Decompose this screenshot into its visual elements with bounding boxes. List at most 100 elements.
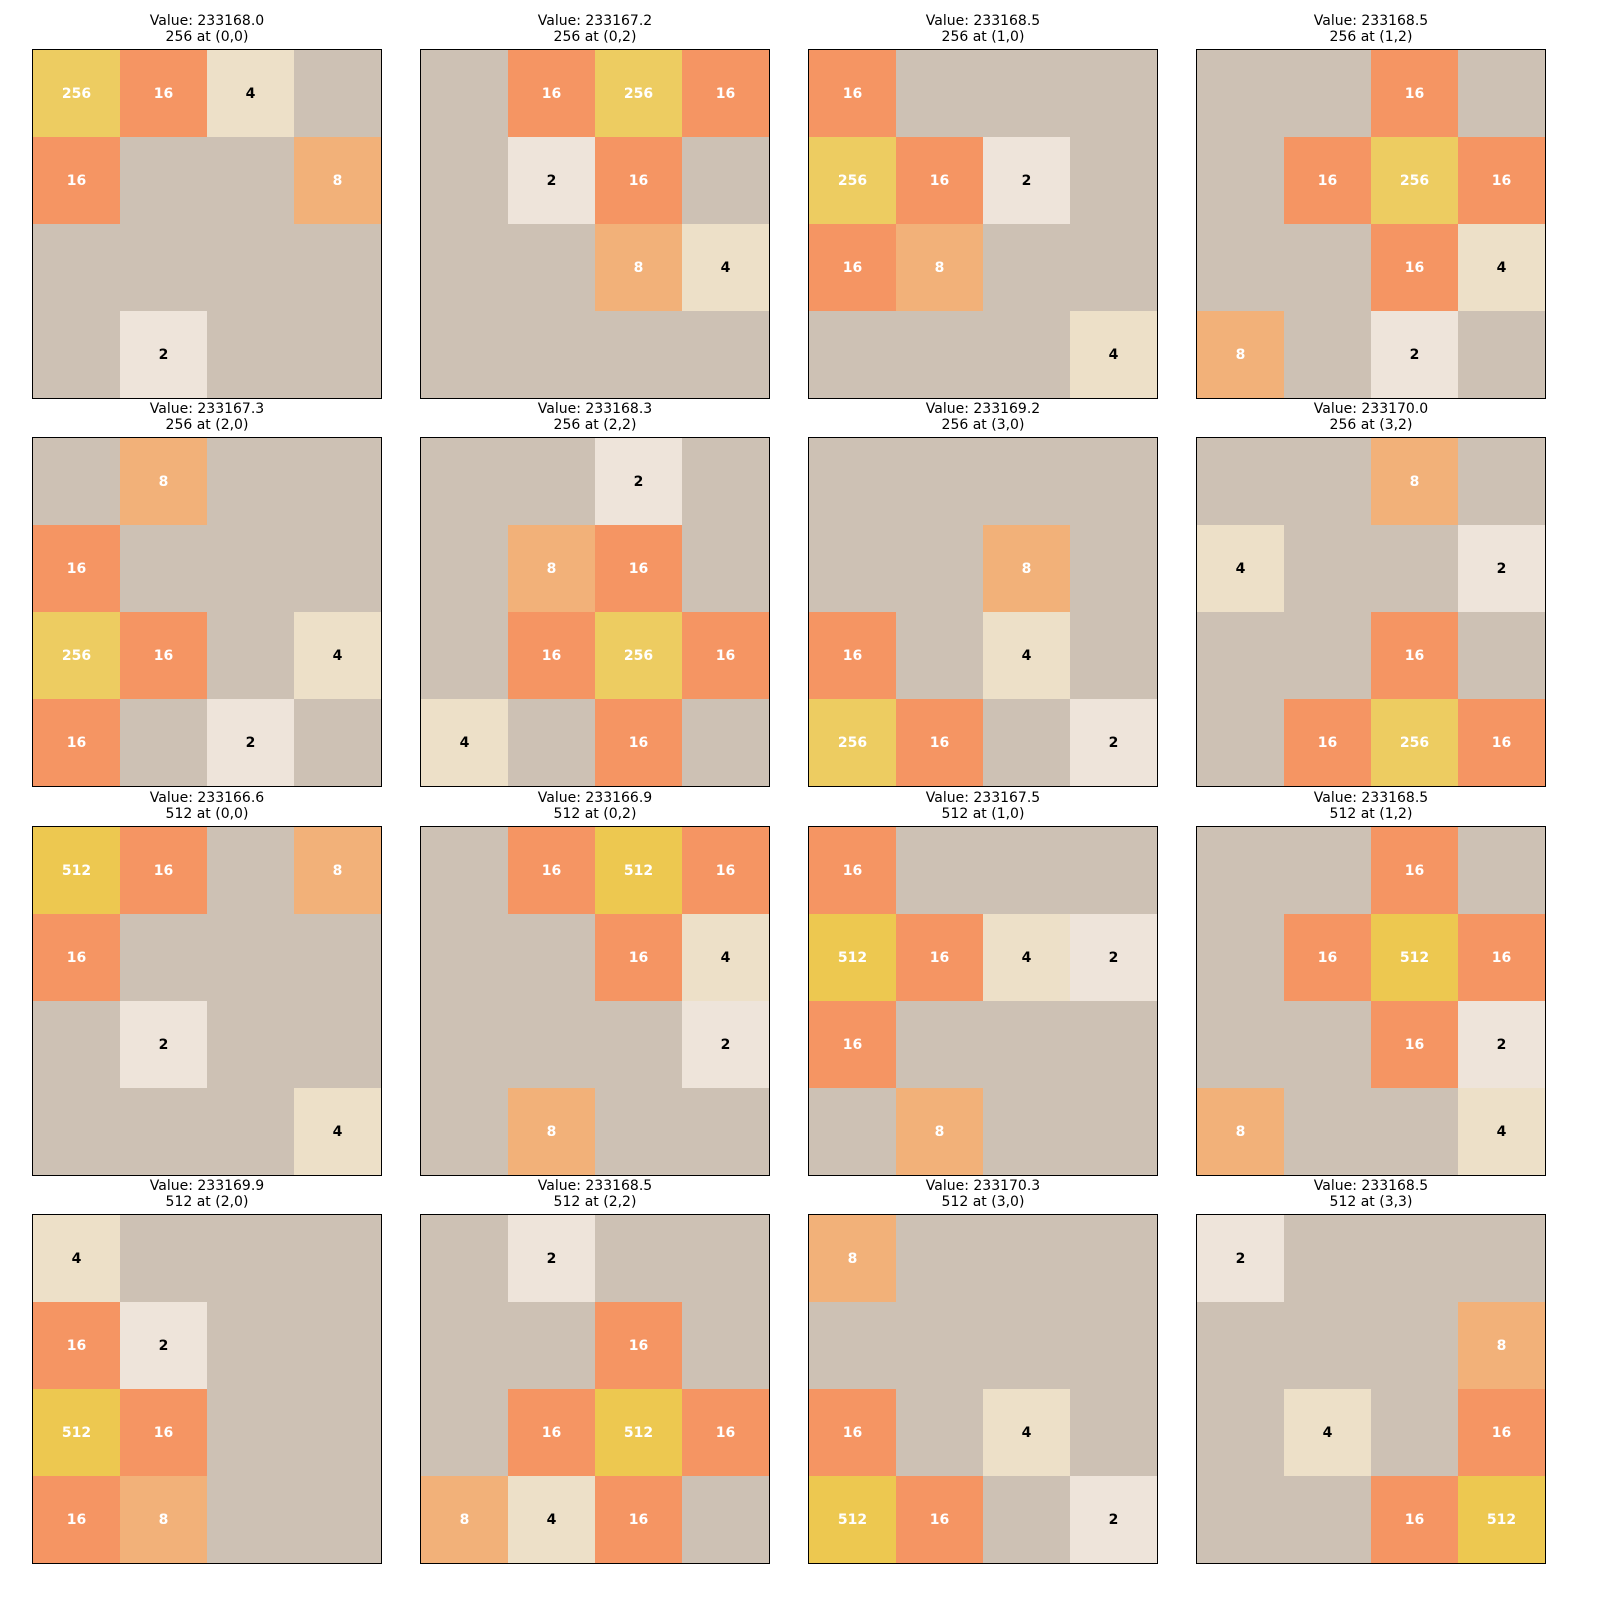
panel-position-label: 256 at (0,2)	[553, 29, 637, 45]
empty-cell	[983, 1476, 1070, 1563]
tile-4: 4	[983, 914, 1070, 1001]
tile-16: 16	[809, 1389, 896, 1476]
empty-cell	[983, 438, 1070, 525]
empty-cell	[294, 699, 381, 786]
panel-title: Value: 233168.5 512 at (2,2)	[381, 1178, 809, 1210]
tile-2: 2	[207, 699, 294, 786]
empty-cell	[207, 1001, 294, 1088]
tile-16: 16	[809, 50, 896, 137]
tile-16: 16	[1371, 224, 1458, 311]
empty-cell	[1197, 50, 1284, 137]
game-board: 2 8 4 16 16 512	[1196, 1214, 1546, 1564]
empty-cell	[1070, 438, 1157, 525]
tile-16: 16	[508, 612, 595, 699]
tile-8: 8	[1371, 438, 1458, 525]
empty-cell	[896, 50, 983, 137]
empty-cell	[33, 1001, 120, 1088]
tile-16: 16	[1284, 914, 1371, 1001]
tile-512: 512	[809, 1476, 896, 1563]
tile-8: 8	[809, 1215, 896, 1302]
tile-16: 16	[1458, 914, 1545, 1001]
empty-cell	[421, 1088, 508, 1175]
panel-title: Value: 233167.2 256 at (0,2)	[381, 13, 809, 45]
tile-16: 16	[1371, 1476, 1458, 1563]
empty-cell	[421, 311, 508, 398]
empty-cell	[1197, 1302, 1284, 1389]
tile-2: 2	[1458, 1001, 1545, 1088]
empty-cell	[508, 224, 595, 311]
empty-cell	[421, 914, 508, 1001]
panel-position-label: 256 at (1,2)	[1329, 29, 1413, 45]
tile-16: 16	[1458, 137, 1545, 224]
empty-cell	[207, 1302, 294, 1389]
panel-value-label: Value: 233170.0	[1313, 401, 1429, 417]
empty-cell	[595, 1088, 682, 1175]
empty-cell	[120, 699, 207, 786]
tile-8: 8	[595, 224, 682, 311]
empty-cell	[1371, 1389, 1458, 1476]
empty-cell	[896, 438, 983, 525]
game-board: 512 16 8 16 2 4	[32, 826, 382, 1176]
empty-cell	[1070, 612, 1157, 699]
panel-value-label: Value: 233167.3	[149, 401, 265, 417]
tile-16: 16	[1458, 1389, 1545, 1476]
panel-title: Value: 233168.5 256 at (1,2)	[1157, 13, 1585, 45]
empty-cell	[120, 1215, 207, 1302]
tile-8: 8	[1197, 311, 1284, 398]
empty-cell	[421, 50, 508, 137]
game-board: 4 16 2 512 16 16 8	[32, 1214, 382, 1564]
tile-8: 8	[508, 1088, 595, 1175]
panel-title: Value: 233167.3 256 at (2,0)	[0, 401, 421, 433]
tile-2: 2	[120, 311, 207, 398]
empty-cell	[294, 914, 381, 1001]
empty-cell	[33, 311, 120, 398]
tile-4: 4	[1197, 525, 1284, 612]
panel-value-label: Value: 233168.3	[537, 401, 653, 417]
empty-cell	[682, 1476, 769, 1563]
empty-cell	[1284, 50, 1371, 137]
game-board: 8 16 4 512 16 2	[808, 1214, 1158, 1564]
tile-16: 16	[809, 224, 896, 311]
empty-cell	[1284, 827, 1371, 914]
tile-16: 16	[1371, 1001, 1458, 1088]
tile-16: 16	[595, 699, 682, 786]
tile-2: 2	[1070, 914, 1157, 1001]
empty-cell	[207, 1088, 294, 1175]
empty-cell	[33, 1088, 120, 1175]
panel-value-label: Value: 233170.3	[925, 1178, 1041, 1194]
empty-cell	[1197, 612, 1284, 699]
game-board: 2 16 16 512 16 8 4 16	[420, 1214, 770, 1564]
tile-2: 2	[120, 1302, 207, 1389]
tile-16: 16	[595, 525, 682, 612]
tile-256: 256	[595, 612, 682, 699]
empty-cell	[207, 525, 294, 612]
empty-cell	[1197, 827, 1284, 914]
empty-cell	[207, 311, 294, 398]
tile-16: 16	[120, 612, 207, 699]
tile-512: 512	[595, 827, 682, 914]
tile-16: 16	[508, 1389, 595, 1476]
empty-cell	[896, 827, 983, 914]
empty-cell	[1371, 1088, 1458, 1175]
tile-16: 16	[896, 699, 983, 786]
panel-title: Value: 233170.0 256 at (3,2)	[1157, 401, 1585, 433]
empty-cell	[294, 311, 381, 398]
empty-cell	[421, 1389, 508, 1476]
panel-position-label: 512 at (1,2)	[1329, 806, 1413, 822]
empty-cell	[896, 525, 983, 612]
empty-cell	[1070, 1389, 1157, 1476]
empty-cell	[1197, 914, 1284, 1001]
tile-4: 4	[1458, 1088, 1545, 1175]
panel-title: Value: 233170.3 512 at (3,0)	[769, 1178, 1197, 1210]
empty-cell	[120, 224, 207, 311]
empty-cell	[120, 1088, 207, 1175]
tile-2: 2	[1371, 311, 1458, 398]
empty-cell	[682, 1302, 769, 1389]
tile-4: 4	[421, 699, 508, 786]
empty-cell	[1284, 224, 1371, 311]
game-board: 8 16 256 16 4 16 2	[32, 437, 382, 787]
tile-512: 512	[1371, 914, 1458, 1001]
empty-cell	[1070, 525, 1157, 612]
empty-cell	[120, 914, 207, 1001]
empty-cell	[809, 438, 896, 525]
